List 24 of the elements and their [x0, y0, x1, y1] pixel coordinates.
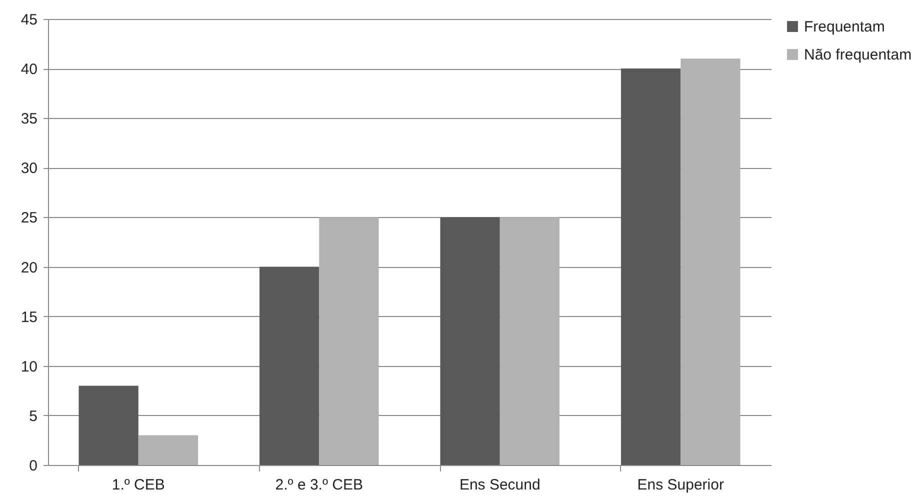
y-tick-label: 45: [20, 12, 38, 28]
bar: [259, 266, 320, 465]
bar: [620, 68, 681, 465]
y-tick-label: 15: [20, 308, 38, 326]
x-tick-label: Ens Secund: [459, 476, 540, 494]
x-tick-label: Ens Superior: [637, 476, 724, 494]
y-tick-label: 5: [29, 408, 38, 425]
bar: [680, 58, 740, 465]
y-tick-label: 25: [20, 210, 38, 227]
legend-label: Frequentam: [804, 18, 885, 36]
bar: [440, 217, 500, 465]
bar: [500, 217, 560, 465]
bar: [78, 386, 138, 465]
y-tick-label: 20: [20, 259, 38, 276]
x-tick-label: 2.º e 3.º CEB: [275, 476, 363, 494]
legend-label: Não frequentam: [804, 46, 912, 64]
x-tick-label: 1.º CEB: [112, 476, 165, 494]
y-tick-label: 10: [20, 358, 38, 376]
y-tick-label: 35: [20, 110, 38, 128]
bar: [138, 435, 198, 465]
y-tick-label: 40: [20, 61, 38, 78]
bar: [319, 217, 379, 465]
y-tick-label: 30: [20, 160, 38, 178]
y-tick-label: 0: [29, 458, 38, 474]
